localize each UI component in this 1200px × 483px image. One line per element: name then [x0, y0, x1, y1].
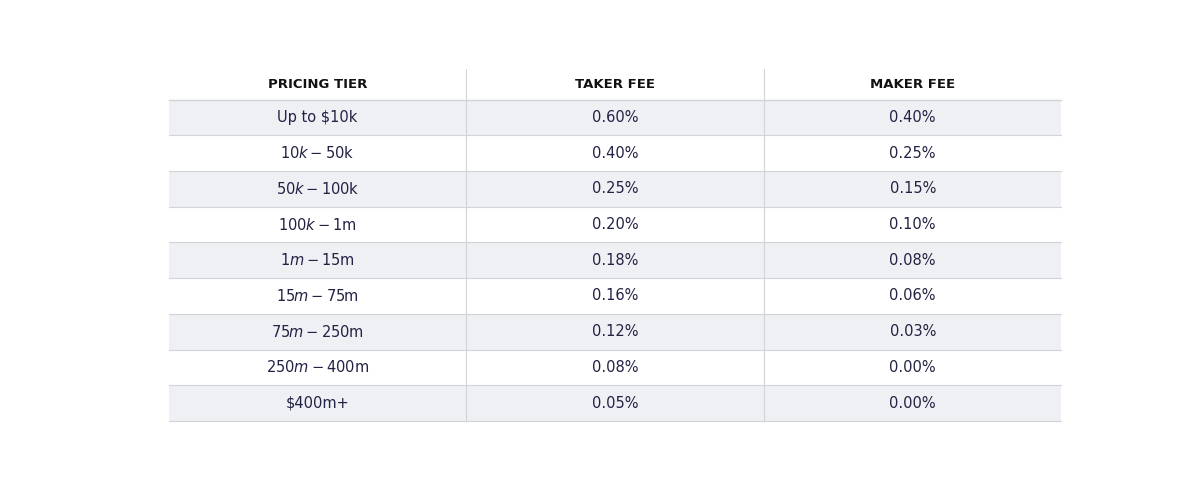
Bar — [168, 171, 1061, 207]
Text: 0.06%: 0.06% — [889, 288, 936, 303]
Text: $10k - $50k: $10k - $50k — [280, 145, 354, 161]
Text: 0.00%: 0.00% — [889, 360, 936, 375]
Bar — [168, 350, 1061, 385]
Text: 0.40%: 0.40% — [592, 146, 638, 161]
Text: 0.18%: 0.18% — [592, 253, 638, 268]
Text: 0.08%: 0.08% — [889, 253, 936, 268]
Text: 0.03%: 0.03% — [889, 324, 936, 339]
Bar — [168, 135, 1061, 171]
Bar — [168, 314, 1061, 350]
Text: MAKER FEE: MAKER FEE — [870, 78, 955, 91]
Text: 0.25%: 0.25% — [889, 146, 936, 161]
Text: 0.60%: 0.60% — [592, 110, 638, 125]
Bar — [168, 207, 1061, 242]
Text: 0.16%: 0.16% — [592, 288, 638, 303]
Text: $50k - $100k: $50k - $100k — [276, 181, 359, 197]
Text: $1m - $15m: $1m - $15m — [280, 252, 354, 268]
Bar — [168, 385, 1061, 421]
Text: 0.40%: 0.40% — [889, 110, 936, 125]
Bar — [168, 99, 1061, 135]
Text: $100k - $1m: $100k - $1m — [278, 216, 356, 233]
Text: 0.08%: 0.08% — [592, 360, 638, 375]
Text: 0.05%: 0.05% — [592, 396, 638, 411]
Text: $400m+: $400m+ — [286, 396, 349, 411]
Bar — [168, 242, 1061, 278]
Text: 0.12%: 0.12% — [592, 324, 638, 339]
Text: 0.10%: 0.10% — [889, 217, 936, 232]
Text: TAKER FEE: TAKER FEE — [575, 78, 655, 91]
Text: 0.00%: 0.00% — [889, 396, 936, 411]
Text: Up to $10k: Up to $10k — [277, 110, 358, 125]
Text: 0.25%: 0.25% — [592, 182, 638, 197]
Text: $15m - $75m: $15m - $75m — [276, 288, 359, 304]
Text: 0.15%: 0.15% — [889, 182, 936, 197]
Text: $250m - $400m: $250m - $400m — [265, 359, 368, 375]
Bar — [168, 69, 1061, 99]
Text: $75m - $250m: $75m - $250m — [271, 324, 364, 340]
Text: 0.20%: 0.20% — [592, 217, 638, 232]
Bar — [168, 278, 1061, 314]
Text: PRICING TIER: PRICING TIER — [268, 78, 367, 91]
